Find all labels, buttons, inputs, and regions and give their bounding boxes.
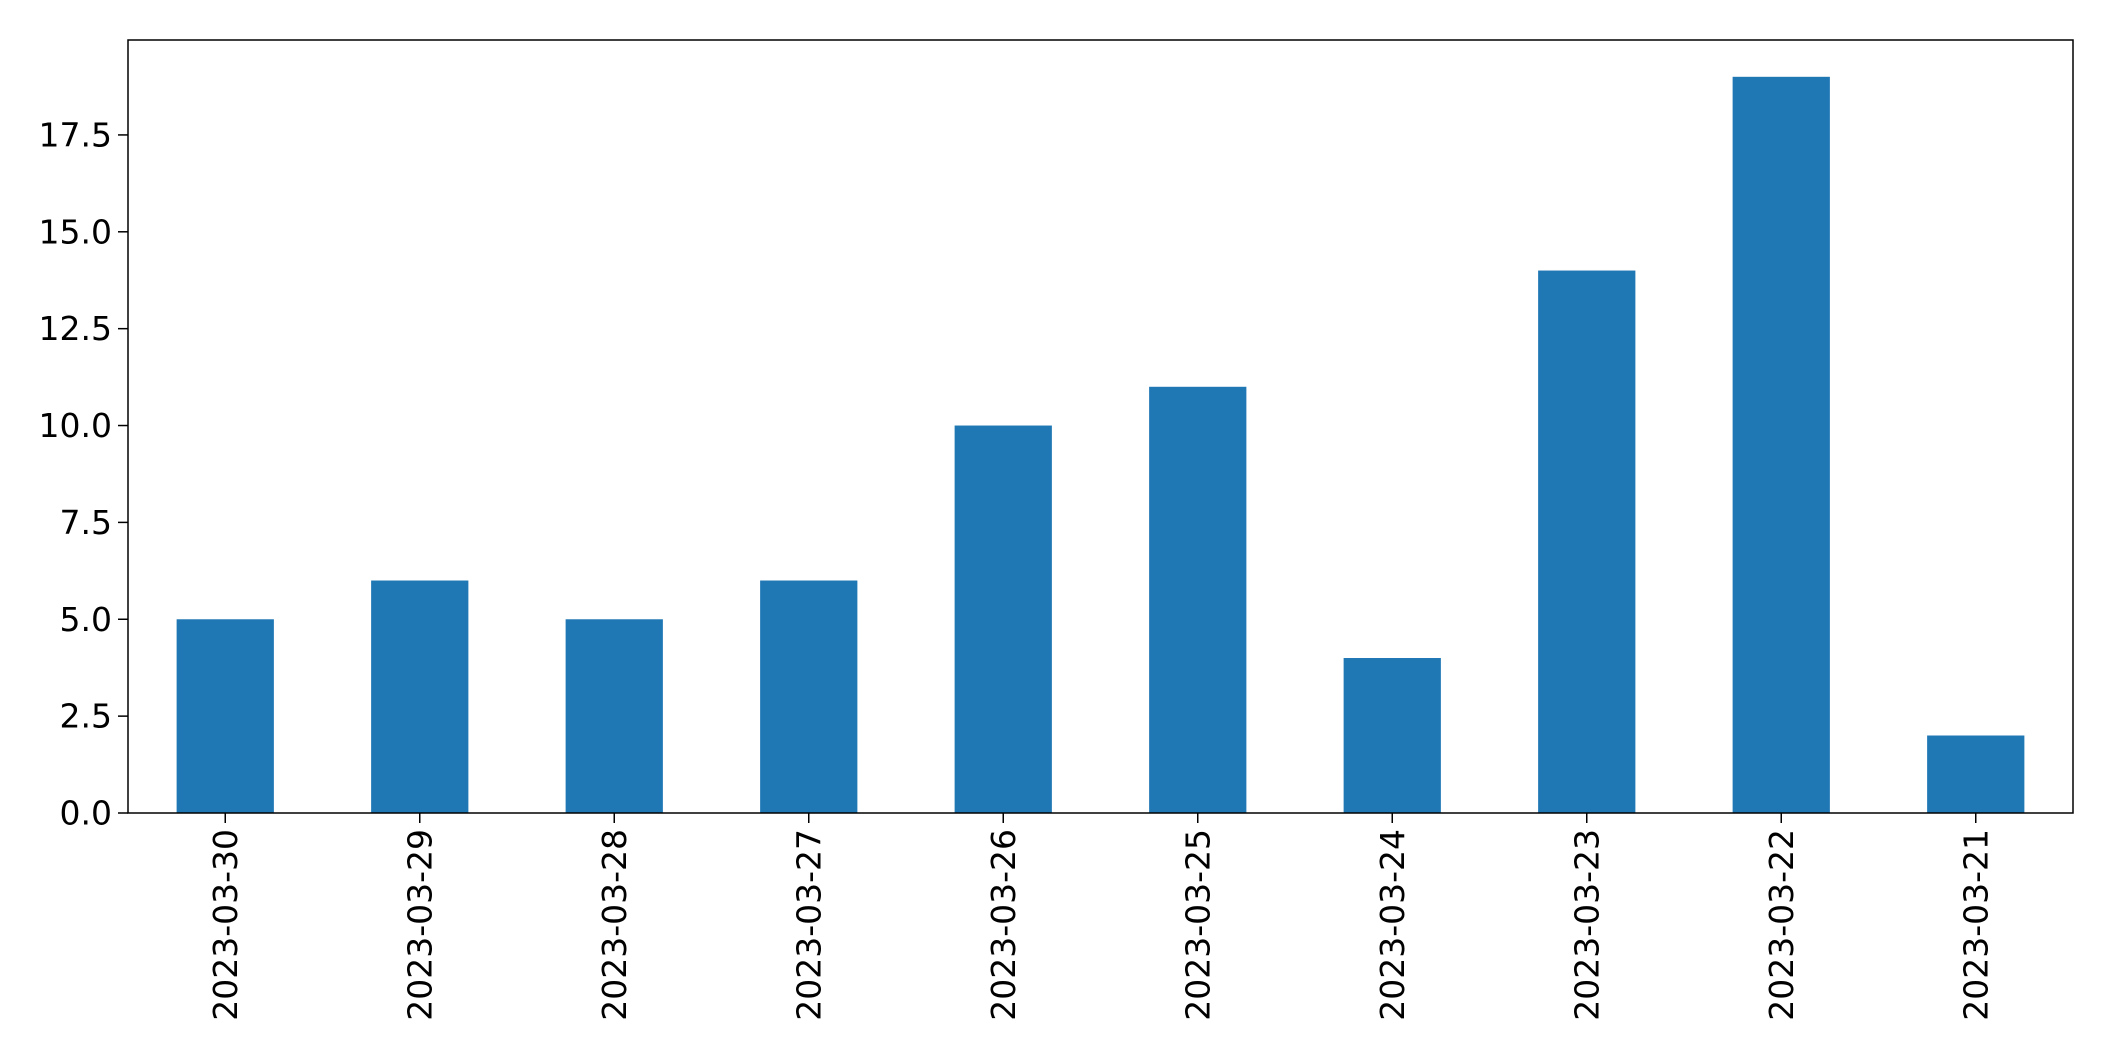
x-tick-label: 2023-03-29 xyxy=(400,829,439,1021)
x-tick-label: 2023-03-28 xyxy=(595,829,634,1021)
y-tick-label: 5.0 xyxy=(60,600,112,639)
x-tick-label: 2023-03-24 xyxy=(1373,829,1412,1021)
x-tick-label: 2023-03-26 xyxy=(984,829,1023,1021)
plot-frame xyxy=(127,39,2074,814)
bar-2023-03-29 xyxy=(371,580,469,813)
x-tick-label: 2023-03-23 xyxy=(1567,829,1606,1021)
y-tick-label: 17.5 xyxy=(39,115,112,154)
bar-2023-03-25 xyxy=(1149,386,1247,813)
x-tick-label: 2023-03-25 xyxy=(1178,829,1217,1021)
bar-2023-03-24 xyxy=(1343,658,1441,813)
x-axis: 2023-03-30 2023-03-29 2023-03-28 2023-03-27… xyxy=(206,813,1995,1021)
bar-2023-03-23 xyxy=(1538,270,1636,814)
y-tick-label: 7.5 xyxy=(60,503,112,542)
y-tick-label: 15.0 xyxy=(39,212,112,251)
bar-2023-03-27 xyxy=(760,580,858,813)
y-tick-label: 2.5 xyxy=(60,697,112,736)
y-axis: 0.0 2.5 5.0 7.5 10.0 12.5 15.0 17.5 xyxy=(39,115,128,833)
x-tick-label: 2023-03-22 xyxy=(1762,829,1801,1021)
bar-2023-03-28 xyxy=(565,619,663,813)
y-tick-label: 10.0 xyxy=(39,406,112,445)
bar-2023-03-26 xyxy=(954,425,1052,813)
x-tick-label: 2023-03-21 xyxy=(1956,829,1995,1021)
bar-2023-03-22 xyxy=(1732,76,1830,814)
x-tick-label: 2023-03-27 xyxy=(789,829,828,1021)
bars-group xyxy=(176,76,2025,814)
x-tick-label: 2023-03-30 xyxy=(206,829,245,1021)
bar-2023-03-21 xyxy=(1927,735,2025,813)
y-tick-label: 12.5 xyxy=(39,309,112,348)
bar-2023-03-30 xyxy=(176,619,274,813)
y-tick-label: 0.0 xyxy=(60,794,112,833)
